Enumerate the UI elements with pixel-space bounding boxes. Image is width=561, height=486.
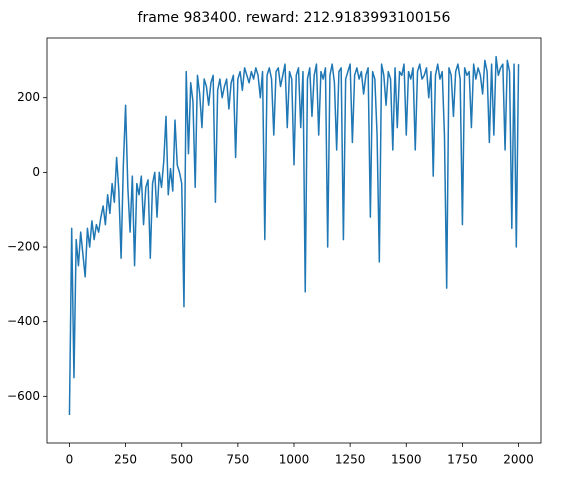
x-tick-label: 250: [114, 453, 137, 467]
y-tick-label: 0: [32, 165, 40, 179]
y-tick-label: −600: [7, 389, 40, 403]
x-tick-label: 750: [226, 453, 249, 467]
x-tick-label: 500: [170, 453, 193, 467]
line-series: [68, 55, 520, 416]
y-tick-label: −200: [7, 240, 40, 254]
x-tick-label: 1500: [391, 453, 422, 467]
plot-frame: [46, 37, 542, 444]
x-tick-label: 1250: [335, 453, 366, 467]
x-tick-label: 2000: [503, 453, 534, 467]
y-tick-label: −400: [7, 314, 40, 328]
x-tick-label: 0: [66, 453, 74, 467]
x-tick-label: 1000: [279, 453, 310, 467]
y-tick-label: 200: [17, 90, 40, 104]
x-tick-label: 1750: [447, 453, 478, 467]
chart-title: frame 983400. reward: 212.9183993100156: [138, 10, 451, 26]
